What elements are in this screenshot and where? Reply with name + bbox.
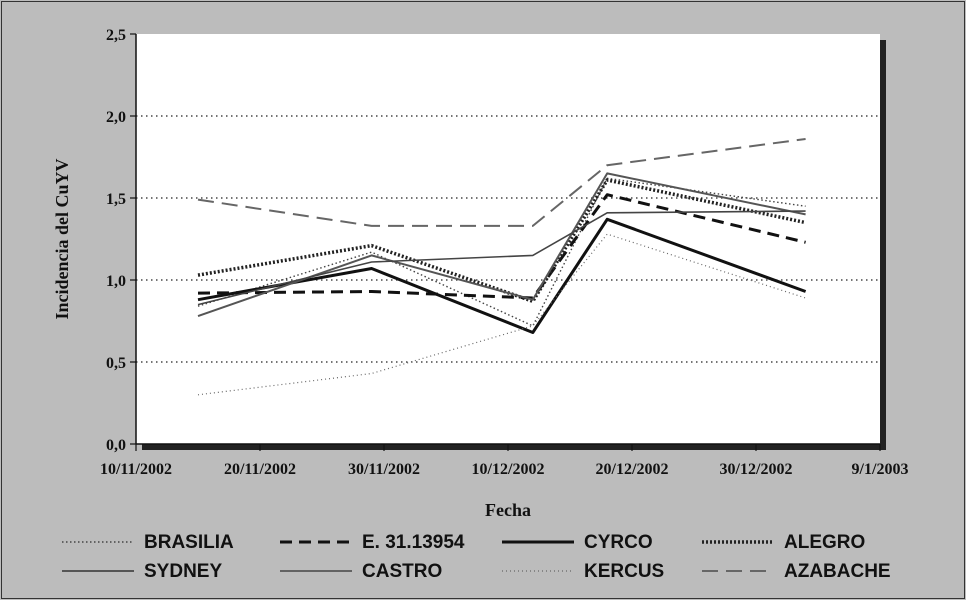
series-line-azabache	[197, 138, 806, 227]
legend: BRASILIA E. 31.13954 CYRCO ALEGRO SYDNEY CAST…	[62, 532, 891, 582]
legend-label: KERCUS	[584, 561, 664, 582]
y-tick-label: 0,0	[106, 437, 126, 454]
legend-item: CYRCO	[502, 532, 653, 553]
x-tick-label: 20/11/2002	[224, 461, 296, 478]
x-tick-label: 9/1/2003	[852, 461, 909, 478]
y-tick-label: 2,5	[106, 27, 126, 44]
y-tick-label: 1,5	[106, 191, 126, 208]
y-tick-label: 0,5	[106, 355, 126, 372]
legend-label: ALEGRO	[784, 532, 865, 553]
series-line-castro	[197, 210, 806, 306]
grid-lines	[136, 115, 880, 363]
legend-item: ALEGRO	[702, 532, 865, 553]
legend-item: AZABACHE	[702, 561, 891, 582]
plot-background	[136, 34, 886, 450]
series-line-brasilia	[197, 177, 806, 327]
legend-label: BRASILIA	[144, 532, 234, 553]
x-tick-labels: 10/11/2002 20/11/2002 30/11/2002 10/12/2002…	[100, 461, 908, 478]
legend-label: E. 31.13954	[362, 532, 465, 553]
legend-label: SYDNEY	[144, 561, 222, 582]
x-tick-label: 20/12/2002	[596, 461, 669, 478]
axes	[130, 33, 881, 451]
y-tick-labels: 0,0 0,5 1,0 1,5 2,0 2,5	[106, 27, 126, 454]
legend-item: BRASILIA	[62, 532, 234, 553]
y-axis-title: Incidencia del CuYV	[52, 158, 72, 319]
legend-label: AZABACHE	[784, 561, 891, 582]
series-line-cyrco	[197, 217, 807, 334]
legend-label: CASTRO	[362, 561, 442, 582]
plot-area	[136, 34, 880, 444]
legend-item: SYDNEY	[62, 561, 222, 582]
series-line-alegro	[197, 178, 806, 304]
legend-item: KERCUS	[502, 561, 664, 582]
x-tick-label: 10/11/2002	[100, 461, 172, 478]
x-axis-title: Fecha	[485, 500, 531, 520]
series-lines	[197, 138, 807, 396]
y-tick-label: 2,0	[106, 109, 126, 126]
y-tick-label: 1,0	[106, 273, 126, 290]
legend-label: CYRCO	[584, 532, 653, 553]
series-line-kercus	[197, 233, 806, 396]
legend-item: E. 31.13954	[280, 532, 465, 553]
x-tick-label: 10/12/2002	[472, 461, 545, 478]
x-tick-label: 30/11/2002	[348, 461, 420, 478]
x-tick-label: 30/12/2002	[720, 461, 793, 478]
legend-item: CASTRO	[280, 561, 442, 582]
